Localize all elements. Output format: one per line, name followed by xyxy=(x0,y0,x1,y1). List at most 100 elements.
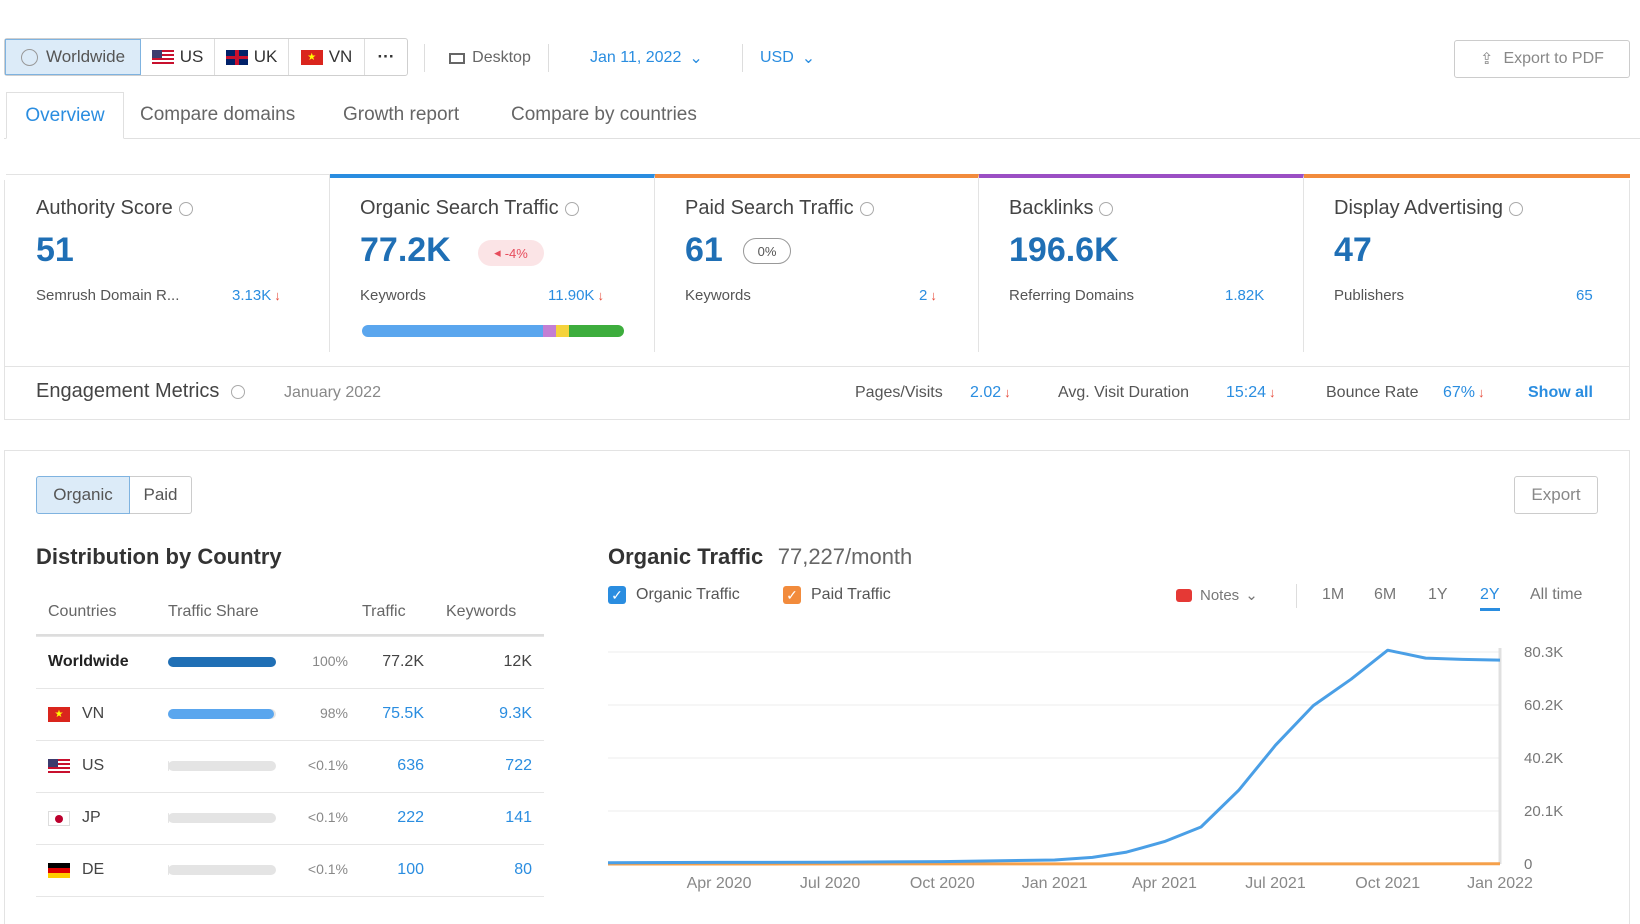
range-1y-button[interactable]: 1Y xyxy=(1428,586,1448,603)
keyword-distribution-segment xyxy=(362,325,543,337)
traffic-share-bar xyxy=(168,709,276,719)
organic-toggle-button[interactable]: Organic xyxy=(36,476,130,514)
chevron-down-icon: ⌄ xyxy=(689,50,703,67)
legend-organic-traffic[interactable]: ✓ Organic Traffic xyxy=(608,586,740,604)
card-title: Backlinks xyxy=(1009,197,1114,220)
organic-toggle-label: Organic xyxy=(53,485,113,504)
x-tick-label: Jan 2022 xyxy=(1467,875,1533,892)
range-1m-button[interactable]: 1M xyxy=(1322,586,1345,603)
change-badge: ◂ -4% xyxy=(478,240,544,266)
traffic-value[interactable]: 75.5K xyxy=(382,705,424,722)
tab-compare-domains[interactable]: Compare domains xyxy=(140,92,295,138)
traffic-share-bar xyxy=(168,657,276,667)
table-row[interactable]: Worldwide 100% 77.2K 12K xyxy=(36,636,544,689)
organic-search-traffic-card[interactable]: Organic Search Traffic 77.2K ◂ -4% Keywor… xyxy=(330,174,655,352)
country-name: JP xyxy=(82,809,101,826)
region-us-button[interactable]: US xyxy=(141,39,215,75)
export-button[interactable]: Export xyxy=(1514,476,1598,514)
tab-compare-by-countries[interactable]: Compare by countries xyxy=(511,92,697,138)
table-bottom-divider xyxy=(36,896,544,897)
region-uk-button[interactable]: UK xyxy=(215,39,289,75)
card-sub-value: 2 ↓ xyxy=(919,287,937,304)
metrics-panel xyxy=(4,180,1630,420)
keywords-value[interactable]: 141 xyxy=(505,809,532,826)
tab-growth-report[interactable]: Growth report xyxy=(343,92,459,138)
tab-compare-by-countries-label: Compare by countries xyxy=(511,104,697,125)
keywords-value: 12K xyxy=(503,653,532,670)
tab-growth-report-label: Growth report xyxy=(343,104,460,125)
authority-score-card[interactable]: Authority Score 51 Semrush Domain R... 3… xyxy=(6,174,330,352)
traffic-share-value: <0.1% xyxy=(307,809,348,825)
currency-selector[interactable]: USD ⌄ xyxy=(760,42,830,74)
info-icon xyxy=(859,201,874,216)
traffic-value[interactable]: 100 xyxy=(397,861,424,878)
y-tick-label: 60.2K xyxy=(1524,697,1563,714)
range-6m-button[interactable]: 6M xyxy=(1374,586,1397,603)
tab-compare-domains-label: Compare domains xyxy=(140,104,296,125)
keyword-distribution-segment xyxy=(555,325,569,337)
currency-label: USD xyxy=(760,49,794,66)
region-worldwide-button[interactable]: Worldwide xyxy=(5,39,141,75)
date-selector[interactable]: Jan 11, 2022 ⌄ xyxy=(590,42,730,74)
card-sub-value: 65 xyxy=(1576,287,1593,304)
traffic-value[interactable]: 636 xyxy=(397,757,424,774)
table-row[interactable]: US <0.1% 636 722 xyxy=(36,740,544,793)
uk-flag-icon xyxy=(225,49,248,65)
more-regions-button[interactable]: ··· xyxy=(365,39,407,75)
show-all-link[interactable]: Show all xyxy=(1528,384,1593,401)
table-row[interactable]: DE <0.1% 100 80 xyxy=(36,844,544,897)
arrow-down-icon: ↓ xyxy=(930,288,937,303)
range-2y-button[interactable]: 2Y xyxy=(1480,586,1500,611)
card-value: 47 xyxy=(1334,231,1372,269)
country-name: VN xyxy=(82,705,105,722)
y-tick-label: 80.3K xyxy=(1524,644,1563,661)
card-sub-label: Keywords xyxy=(360,287,426,304)
x-tick-label: Oct 2021 xyxy=(1355,875,1420,892)
legend-paid-traffic[interactable]: ✓ Paid Traffic xyxy=(783,586,891,604)
backlinks-card[interactable]: Backlinks 196.6K Referring Domains 1.82K xyxy=(979,174,1304,352)
country-name: Worldwide xyxy=(48,653,129,670)
paid-toggle-label: Paid xyxy=(143,485,178,504)
info-icon xyxy=(1508,201,1523,216)
traffic-panel xyxy=(4,450,1630,924)
speaker-icon: ◂ xyxy=(494,245,501,260)
column-header-traffic: Traffic xyxy=(362,603,406,620)
region-us-label: US xyxy=(179,47,204,66)
device-selector[interactable]: Desktop xyxy=(440,42,540,74)
keywords-value[interactable]: 722 xyxy=(505,757,532,774)
info-icon xyxy=(1099,201,1114,216)
column-header-keywords: Keywords xyxy=(446,603,517,620)
bounce-rate-value: 67% ↓ xyxy=(1443,384,1485,401)
export-pdf-button[interactable]: ⇪ Export to PDF xyxy=(1454,40,1630,78)
card-sub-value: 1.82K xyxy=(1225,287,1265,304)
divider xyxy=(742,44,743,72)
export-pdf-label: Export to PDF xyxy=(1503,50,1604,67)
traffic-chart-subtitle: 77,227/month xyxy=(777,544,913,569)
avg-visit-duration-value: 15:24 ↓ xyxy=(1226,384,1276,401)
tab-overview[interactable]: Overview xyxy=(6,92,124,139)
card-value: 196.6K xyxy=(1009,231,1119,269)
traffic-value[interactable]: 222 xyxy=(397,809,424,826)
y-tick-label: 20.1K xyxy=(1524,803,1563,820)
arrow-down-icon: ↓ xyxy=(597,288,604,303)
vn-flag-icon: ★ xyxy=(300,49,323,65)
notes-dropdown[interactable]: Notes ⌄ xyxy=(1176,586,1258,604)
table-row[interactable]: ★ VN 98% 75.5K 9.3K xyxy=(36,688,544,741)
engagement-period: January 2022 xyxy=(284,384,381,401)
range-all-time-button[interactable]: All time xyxy=(1530,586,1583,603)
paid-toggle-button[interactable]: Paid xyxy=(130,476,192,514)
keywords-value[interactable]: 9.3K xyxy=(499,705,532,722)
paid-search-traffic-card[interactable]: Paid Search Traffic 61 0% Keywords 2 ↓ xyxy=(655,174,979,352)
vn-flag-icon: ★ xyxy=(48,707,70,722)
keywords-value[interactable]: 80 xyxy=(514,861,532,878)
organic-traffic-chart[interactable]: 0 20.1K 40.2K 60.2K 80.3K Apr 2020 Jul 2020 Oct… xyxy=(600,630,1600,924)
display-advertising-card[interactable]: Display Advertising 47 Publishers 65 xyxy=(1304,174,1630,352)
card-value: 77.2K xyxy=(360,231,451,269)
region-selector xyxy=(4,38,408,76)
region-vn-button[interactable]: ★ VN xyxy=(289,39,365,75)
table-row[interactable]: JP <0.1% 222 141 xyxy=(36,792,544,845)
column-header-countries: Countries xyxy=(48,603,117,620)
card-sub-value: 3.13K ↓ xyxy=(232,287,281,304)
card-title: Paid Search Traffic xyxy=(685,197,874,220)
x-tick-label: Oct 2020 xyxy=(910,875,975,892)
